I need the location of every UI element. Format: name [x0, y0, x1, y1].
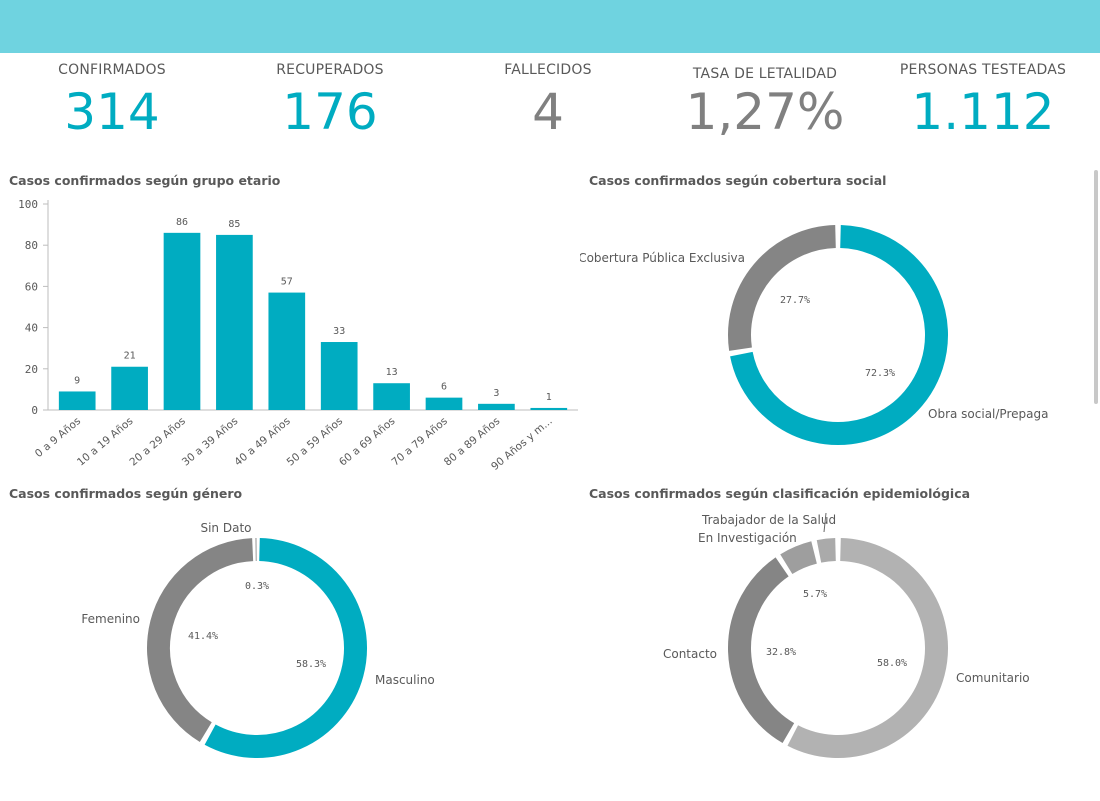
- epidemiologica-chart-title: Casos confirmados según clasificación ep…: [589, 486, 971, 501]
- bar: [111, 366, 148, 410]
- bar-value-label: 3: [493, 388, 499, 399]
- bar-chart-title: Casos confirmados según grupo etario: [9, 173, 281, 188]
- slice-pct-label: 41.4%: [188, 631, 218, 642]
- x-tick-label: 60 a 69 Años: [337, 415, 397, 468]
- bar: [320, 342, 358, 410]
- donut-slice: [780, 541, 818, 575]
- kpi-label: FALLECIDOS: [504, 62, 592, 78]
- x-tick-label: 30 a 39 Años: [180, 415, 240, 468]
- header-bar: [0, 0, 1100, 53]
- vertical-scrollbar[interactable]: [1094, 170, 1098, 404]
- kpi-label: RECUPERADOS: [276, 62, 384, 78]
- slice-category-label: Masculino: [375, 673, 435, 687]
- kpi-tasa-letalidad: TASA DE LETALIDAD 1,27%: [665, 66, 865, 140]
- x-tick-label: 40 a 49 Años: [232, 415, 292, 468]
- bar: [530, 407, 568, 410]
- cobertura-donut-chart: 72.3% 27.7% Obra social/Prepaga Cobertura P…: [580, 225, 1048, 445]
- slice-category-label: Comunitario: [956, 671, 1030, 685]
- x-tick-label: 50 a 59 Años: [285, 415, 345, 468]
- kpi-value: 1.112: [911, 83, 1055, 141]
- donut-slice: [787, 538, 948, 758]
- bar-value-label: 85: [228, 219, 240, 230]
- kpi-recuperados: RECUPERADOS 176: [230, 62, 430, 140]
- slice-pct-label: 5.7%: [803, 589, 827, 600]
- x-tick-label: 0 a 9 Años: [33, 415, 83, 460]
- bar: [268, 292, 306, 410]
- donut-slice: [816, 538, 837, 563]
- kpi-value: 176: [282, 83, 378, 141]
- slice-pct-label: 0.3%: [245, 581, 269, 592]
- slice-pct-label: 58.0%: [877, 658, 907, 669]
- genero-chart-title: Casos confirmados según género: [9, 486, 243, 501]
- epidemiologica-donut-chart: 58.0% 32.8% 5.7% Comunitario Contacto En Inve…: [663, 512, 1030, 758]
- slice-category-label: Cobertura Pública Exclusiva: [580, 251, 745, 265]
- bar: [58, 391, 96, 410]
- bar-value-label: 21: [124, 351, 136, 362]
- x-tick-label: 10 a 19 Años: [75, 415, 135, 468]
- age-group-bar-chart: 0 20 40 60 80 100 9 0 a 9 Años 21 10 a 19 Años 86 2…: [18, 198, 578, 473]
- bar-value-label: 57: [281, 277, 293, 288]
- kpi-label: CONFIRMADOS: [58, 62, 166, 78]
- slice-category-label: Obra social/Prepaga: [928, 407, 1048, 421]
- donut-slice: [728, 225, 837, 351]
- bar: [216, 234, 253, 410]
- kpi-label: PERSONAS TESTEADAS: [899, 62, 1067, 78]
- slice-category-label: Femenino: [81, 612, 140, 626]
- kpi-personas-testeadas: PERSONAS TESTEADAS 1.112: [883, 62, 1083, 140]
- bar: [163, 232, 201, 410]
- bar-value-label: 86: [176, 217, 188, 228]
- bar-value-label: 6: [441, 382, 447, 393]
- bar-value-label: 9: [74, 375, 80, 386]
- slice-pct-label: 58.3%: [296, 659, 326, 670]
- slice-category-label: Sin Dato: [200, 521, 251, 535]
- kpi-value: 1,27%: [685, 83, 845, 141]
- kpi-value: 4: [532, 83, 564, 141]
- kpi-label: TASA DE LETALIDAD: [692, 66, 838, 82]
- slice-pct-label: 27.7%: [780, 295, 810, 306]
- genero-donut-chart: 58.3% 41.4% 0.3% Masculino Femenino Sin Dato: [81, 521, 435, 758]
- y-tick-label: 80: [25, 239, 38, 252]
- y-tick-label: 100: [18, 198, 38, 211]
- y-tick-label: 40: [25, 322, 38, 335]
- x-tick-label: 20 a 29 Años: [127, 415, 187, 468]
- slice-pct-label: 72.3%: [865, 368, 895, 379]
- slice-category-label: En Investigación: [698, 531, 797, 545]
- kpi-confirmados: CONFIRMADOS 314: [12, 62, 212, 140]
- donut-slice: [204, 538, 367, 758]
- y-tick-label: 0: [31, 404, 38, 417]
- slice-pct-label: 32.8%: [766, 647, 796, 658]
- bar-value-label: 33: [333, 326, 345, 337]
- donut-slice: [730, 225, 948, 445]
- y-tick-label: 20: [25, 363, 38, 376]
- leader-line: [823, 512, 827, 533]
- bar-value-label: 1: [546, 392, 552, 403]
- bar: [478, 403, 515, 410]
- donut-slice: [728, 557, 795, 744]
- cobertura-chart-title: Casos confirmados según cobertura social: [589, 173, 887, 188]
- donut-slice: [147, 538, 254, 742]
- x-tick-label: 70 a 79 Años: [389, 415, 449, 468]
- kpi-fallecidos: FALLECIDOS 4: [448, 62, 648, 140]
- bar: [373, 383, 410, 410]
- bar: [425, 397, 463, 410]
- kpi-value: 314: [64, 83, 160, 141]
- slice-category-label: Trabajador de la Salud: [701, 513, 836, 527]
- slice-category-label: Contacto: [663, 647, 717, 661]
- y-tick-label: 60: [25, 280, 38, 293]
- bar-value-label: 13: [386, 367, 398, 378]
